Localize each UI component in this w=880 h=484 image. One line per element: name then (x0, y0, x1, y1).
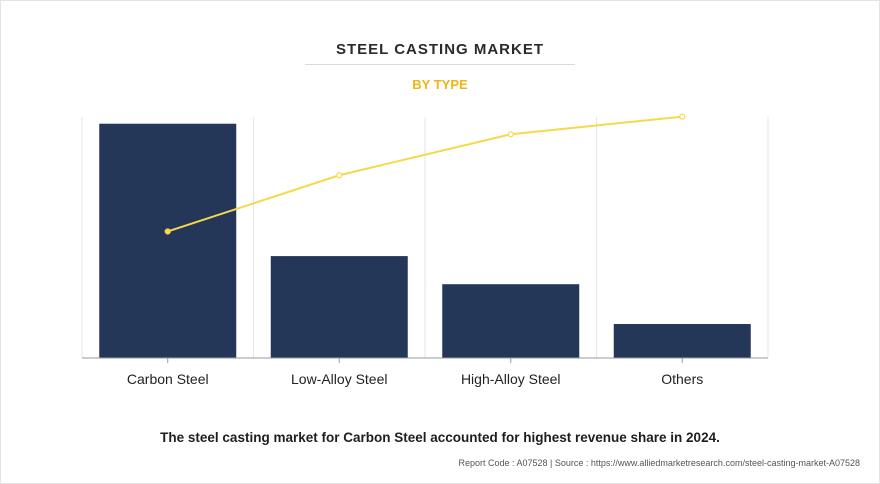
trend-point (507, 131, 514, 138)
source-note: Report Code : A07528 | Source : https://… (458, 458, 860, 468)
x-tick-label: High-Alloy Steel (461, 371, 561, 387)
bar-high-alloy-steel (442, 284, 580, 358)
chart-title: STEEL CASTING MARKET (335, 41, 545, 58)
x-tick-label: Others (661, 371, 703, 387)
trend-point (164, 228, 171, 235)
trend-line (167, 115, 683, 233)
chart-caption: The steel casting market for Carbon Stee… (160, 430, 720, 445)
bar-carbon-steel (99, 123, 237, 358)
x-tick-label: Low-Alloy Steel (291, 371, 388, 387)
bar-others (613, 324, 751, 358)
bar-low-alloy-steel (270, 256, 408, 358)
title-divider (305, 64, 575, 65)
chart-subtitle: BY TYPE (412, 77, 468, 92)
trend-point (336, 172, 343, 179)
trend-point (679, 113, 686, 120)
x-tick-label: Carbon Steel (127, 371, 209, 387)
